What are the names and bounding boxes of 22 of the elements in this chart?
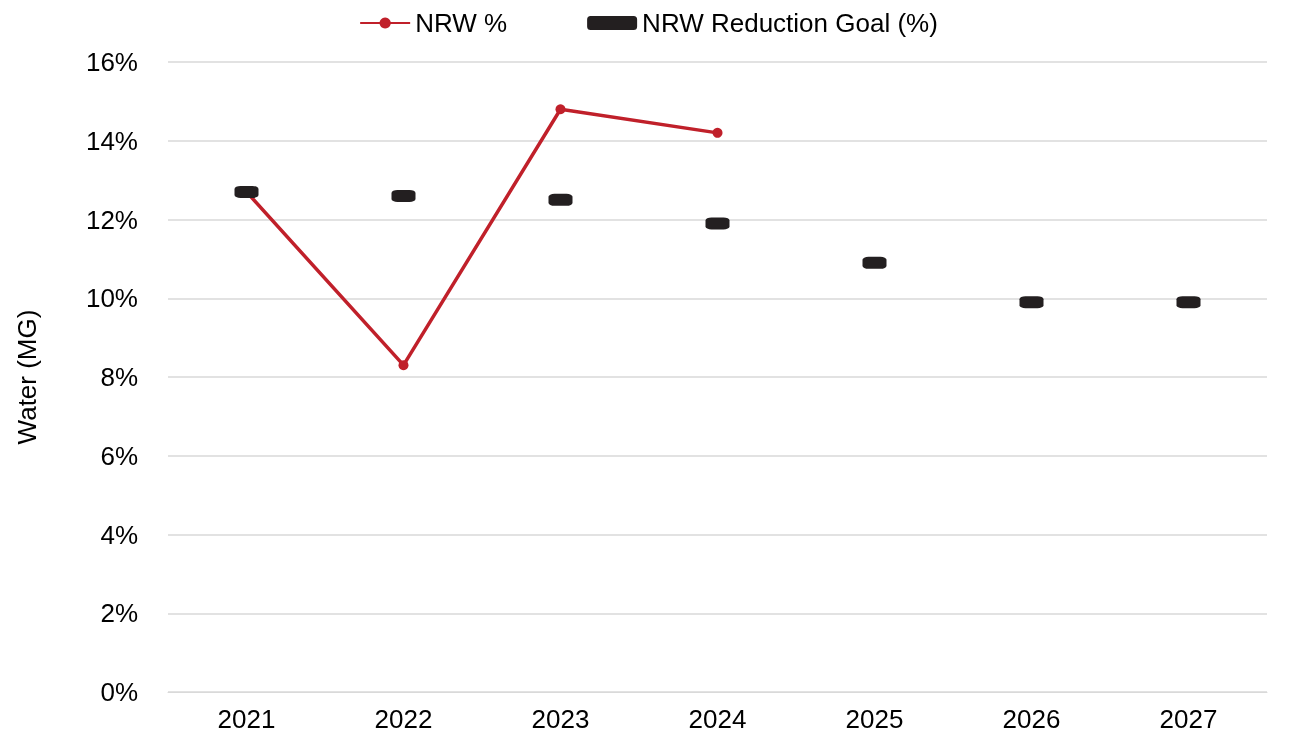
x-tick-label: 2025 xyxy=(845,704,904,734)
point xyxy=(398,360,409,371)
x-tick-label: 2024 xyxy=(688,704,747,734)
y-tick-label: 12% xyxy=(85,204,138,235)
point xyxy=(555,104,566,115)
x-tick-label: 2026 xyxy=(1002,704,1061,734)
y-tick-label: 14% xyxy=(85,125,138,156)
y-tick-label: 6% xyxy=(100,440,138,471)
x-tick-label: 2023 xyxy=(531,704,590,734)
y-tick-label: 10% xyxy=(85,283,138,314)
y-tick-label: 16% xyxy=(85,47,138,77)
legend-label: NRW % xyxy=(415,8,508,38)
y-axis-title: Water (MG) xyxy=(12,309,42,445)
x-tick-label: 2027 xyxy=(1159,704,1218,734)
legend-label: NRW Reduction Goal (%) xyxy=(642,8,938,38)
x-tick-label: 2022 xyxy=(374,704,433,734)
x-tick-label: 2021 xyxy=(217,704,276,734)
y-tick-label: 2% xyxy=(100,598,138,629)
y-tick-label: 0% xyxy=(100,677,138,707)
y-tick-label: 4% xyxy=(100,519,138,550)
y-tick-label: 8% xyxy=(100,362,138,392)
point xyxy=(712,127,723,138)
